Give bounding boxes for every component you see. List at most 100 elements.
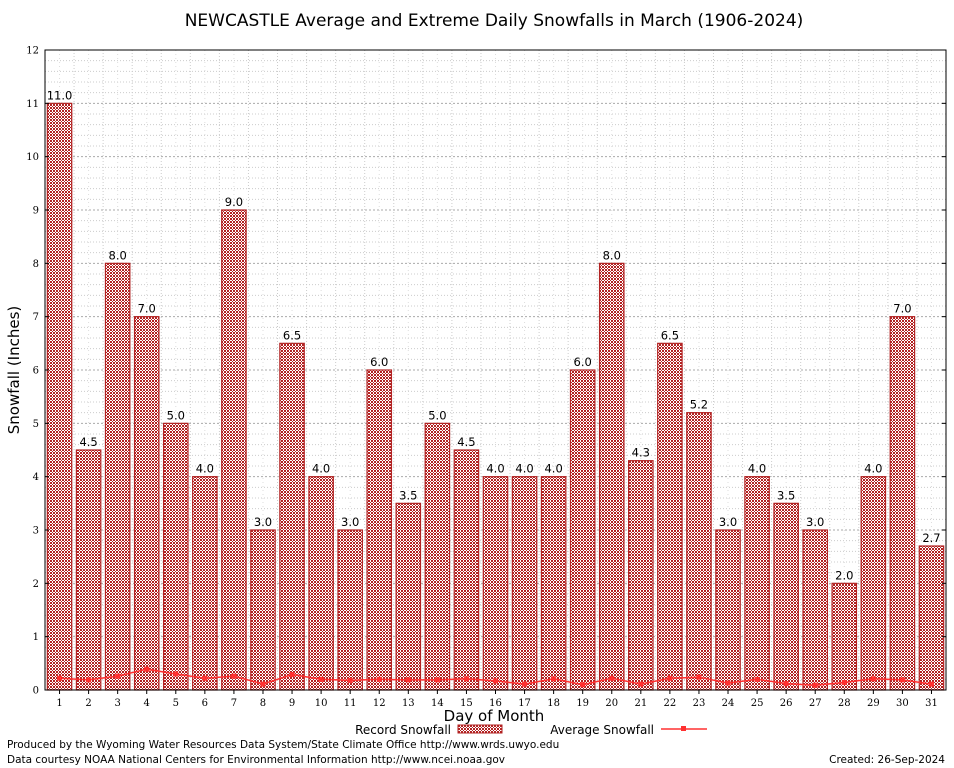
bar-day-20 bbox=[598, 262, 625, 691]
x-tick-label: 24 bbox=[722, 698, 735, 709]
x-tick-label: 15 bbox=[460, 698, 473, 709]
x-tick-label: 23 bbox=[693, 698, 706, 709]
average-line bbox=[57, 666, 934, 688]
bar-day-27 bbox=[802, 529, 829, 691]
average-point bbox=[522, 681, 528, 687]
bar-day-10 bbox=[308, 476, 334, 691]
data-label: 3.0 bbox=[341, 515, 359, 529]
x-tick-label: 19 bbox=[576, 698, 589, 709]
data-label: 4.0 bbox=[544, 462, 562, 476]
data-label: 8.0 bbox=[109, 248, 127, 262]
average-point bbox=[928, 681, 934, 687]
data-label: 9.0 bbox=[225, 195, 243, 209]
y-tick-label: 1 bbox=[33, 632, 39, 643]
y-tick-label: 7 bbox=[33, 312, 39, 323]
average-point bbox=[260, 681, 266, 687]
data-label: 5.0 bbox=[428, 408, 446, 422]
bar-day-14 bbox=[424, 422, 451, 691]
average-point bbox=[144, 666, 150, 672]
bar-day-7 bbox=[221, 209, 247, 691]
chart-title: NEWCASTLE Average and Extreme Daily Snow… bbox=[185, 11, 804, 31]
data-label: 4.0 bbox=[864, 462, 882, 476]
x-axis-title: Day of Month bbox=[444, 707, 545, 725]
data-label: 4.0 bbox=[748, 462, 766, 476]
bar-day-4 bbox=[133, 316, 160, 691]
average-point bbox=[551, 676, 557, 682]
x-tick-label: 16 bbox=[489, 698, 502, 709]
x-tick-label: 4 bbox=[144, 698, 150, 709]
bar-day-9 bbox=[279, 342, 305, 691]
average-point bbox=[580, 682, 586, 688]
data-label: 3.0 bbox=[806, 515, 824, 529]
y-tick-label: 0 bbox=[33, 686, 39, 697]
data-label: 5.2 bbox=[690, 398, 708, 412]
footer-producer: Produced by the Wyoming Water Resources … bbox=[7, 739, 559, 751]
average-point bbox=[638, 681, 644, 687]
bar-day-19 bbox=[569, 369, 596, 691]
average-point bbox=[318, 676, 324, 682]
bar-day-2 bbox=[75, 449, 102, 691]
data-label: 3.5 bbox=[399, 488, 417, 502]
y-tick-label: 5 bbox=[33, 419, 39, 430]
average-point bbox=[231, 673, 237, 679]
bar-day-12 bbox=[366, 369, 393, 691]
data-label: 6.5 bbox=[661, 328, 679, 342]
x-tick-label: 20 bbox=[605, 698, 618, 709]
x-tick-label: 11 bbox=[344, 698, 357, 709]
x-tick-label: 17 bbox=[518, 698, 531, 709]
data-label: 5.0 bbox=[167, 408, 185, 422]
average-point bbox=[86, 677, 92, 683]
data-label: 3.0 bbox=[254, 515, 272, 529]
x-tick-label: 13 bbox=[402, 698, 415, 709]
data-label: 2.0 bbox=[835, 568, 853, 582]
bar-day-24 bbox=[715, 529, 741, 691]
bar-day-3 bbox=[104, 262, 131, 691]
x-tick-label: 1 bbox=[56, 698, 62, 709]
data-label: 3.0 bbox=[719, 515, 737, 529]
data-label: 4.0 bbox=[312, 462, 330, 476]
legend-label-average: Average Snowfall bbox=[550, 723, 654, 737]
y-axis-title: Snowfall (Inches) bbox=[5, 306, 23, 434]
x-tick-label: 31 bbox=[925, 698, 938, 709]
data-label: 4.5 bbox=[79, 435, 97, 449]
bar-day-23 bbox=[686, 412, 712, 691]
x-tick-label: 12 bbox=[373, 698, 386, 709]
bar-day-21 bbox=[628, 460, 654, 691]
average-point bbox=[667, 675, 673, 681]
average-point bbox=[841, 680, 847, 686]
y-tick-label: 4 bbox=[33, 472, 39, 483]
data-label: 11.0 bbox=[47, 88, 73, 102]
bar-day-22 bbox=[657, 342, 683, 691]
bar-day-17 bbox=[511, 476, 538, 691]
bars bbox=[46, 102, 945, 691]
x-tick-label: 27 bbox=[809, 698, 822, 709]
bar-day-6 bbox=[192, 476, 218, 691]
x-tick-label: 6 bbox=[202, 698, 208, 709]
y-tick-label: 10 bbox=[26, 152, 39, 163]
bar-day-28 bbox=[831, 582, 858, 691]
bar-day-18 bbox=[540, 476, 567, 691]
x-tick-label: 22 bbox=[664, 698, 677, 709]
x-tick-label: 29 bbox=[867, 698, 880, 709]
x-tick-label: 8 bbox=[260, 698, 266, 709]
x-tick-label: 30 bbox=[896, 698, 909, 709]
data-label: 3.5 bbox=[777, 488, 795, 502]
average-point bbox=[696, 674, 702, 680]
average-point bbox=[870, 676, 876, 682]
bar-day-29 bbox=[860, 476, 887, 691]
x-tick-label: 9 bbox=[289, 698, 295, 709]
bar-day-25 bbox=[744, 476, 770, 691]
average-point bbox=[754, 676, 760, 682]
data-label: 8.0 bbox=[603, 248, 621, 262]
y-tick-label: 12 bbox=[26, 46, 39, 57]
legend-label-record: Record Snowfall bbox=[355, 723, 451, 737]
legend: Record Snowfall Average Snowfall bbox=[355, 723, 707, 737]
data-label: 4.0 bbox=[196, 462, 214, 476]
footer-source: Data courtesy NOAA National Centers for … bbox=[7, 754, 505, 766]
x-tick-label: 5 bbox=[173, 698, 179, 709]
average-point bbox=[493, 678, 498, 684]
average-point bbox=[173, 671, 179, 677]
bar-day-11 bbox=[337, 529, 363, 691]
